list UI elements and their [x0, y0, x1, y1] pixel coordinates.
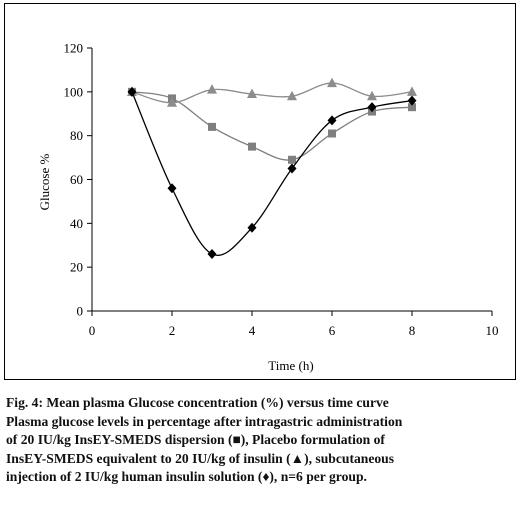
x-tick-label-1: 2: [169, 323, 176, 338]
x-tick-label-0: 0: [89, 323, 96, 338]
square-marker-8: [408, 103, 416, 112]
caption-line-3: of 20 IU/kg InsEY-SMEDS dispersion (■), …: [6, 432, 385, 448]
chart-series: [127, 77, 417, 260]
diamond-marker-5: [287, 163, 297, 174]
diamond-marker-7: [367, 102, 377, 113]
triangle-marker-6: [327, 77, 337, 88]
diamond-marker-6: [327, 115, 337, 126]
y-tick-label-2: 40: [70, 216, 83, 231]
series-line-diamond: [131, 91, 413, 257]
y-tick-label-4: 80: [70, 128, 83, 143]
y-tick-label-3: 60: [70, 172, 83, 187]
square-marker-6: [328, 129, 336, 138]
x-tick-label-4: 8: [409, 323, 416, 338]
caption-line-2: Plasma glucose levels in percentage afte…: [6, 413, 403, 429]
triangle-marker-8: [407, 86, 417, 96]
square-marker-5: [288, 155, 296, 164]
triangle-marker-7: [367, 90, 377, 101]
series-line-triangle: [131, 82, 413, 104]
diamond-marker-1: [127, 86, 137, 97]
diamond-marker-8: [407, 95, 417, 106]
triangle-marker-2: [167, 97, 177, 107]
y-tick-label-6: 120: [64, 41, 84, 56]
figure-caption: Fig. 4: Mean plasma Glucose concentratio…: [6, 394, 516, 487]
triangle-marker-4: [247, 88, 257, 99]
y-tick-label-5: 100: [64, 84, 84, 99]
series-diamond: [127, 86, 417, 260]
diamond-marker-4: [247, 222, 257, 233]
square-marker-3: [208, 122, 216, 131]
triangle-marker-3: [207, 84, 217, 94]
x-tick-label-3: 6: [329, 323, 336, 338]
square-marker-4: [248, 142, 256, 151]
triangle-marker-5: [287, 90, 297, 101]
caption-line-5: injection of 2 IU/kg human insulin solut…: [6, 469, 367, 485]
x-tick-label-5: 10: [486, 323, 499, 338]
y-axis-label: Glucose %: [37, 153, 52, 210]
diamond-marker-2: [167, 183, 177, 194]
x-axis-label: Time (h): [268, 358, 313, 373]
series-triangle: [127, 77, 417, 107]
caption-line-1: Fig. 4: Mean plasma Glucose concentratio…: [6, 395, 389, 410]
diamond-marker-3: [207, 249, 217, 260]
y-tick-label-0: 0: [77, 304, 84, 319]
caption-line-4: InsEY-SMEDS equivalent to 20 IU/kg of in…: [6, 450, 395, 466]
y-tick-label-1: 20: [70, 260, 83, 275]
glucose-chart: 0 20 40 60 80 100 120 0 2 4 6 8 10 Glucose % Time (h…: [37, 41, 499, 374]
x-tick-label-2: 4: [249, 323, 256, 338]
figure-frame: 0 20 40 60 80 100 120 0 2 4 6 8 10 Glucose % Time (h…: [4, 3, 516, 380]
chart-axes: 0 20 40 60 80 100 120 0 2 4 6 8 10: [64, 41, 499, 339]
